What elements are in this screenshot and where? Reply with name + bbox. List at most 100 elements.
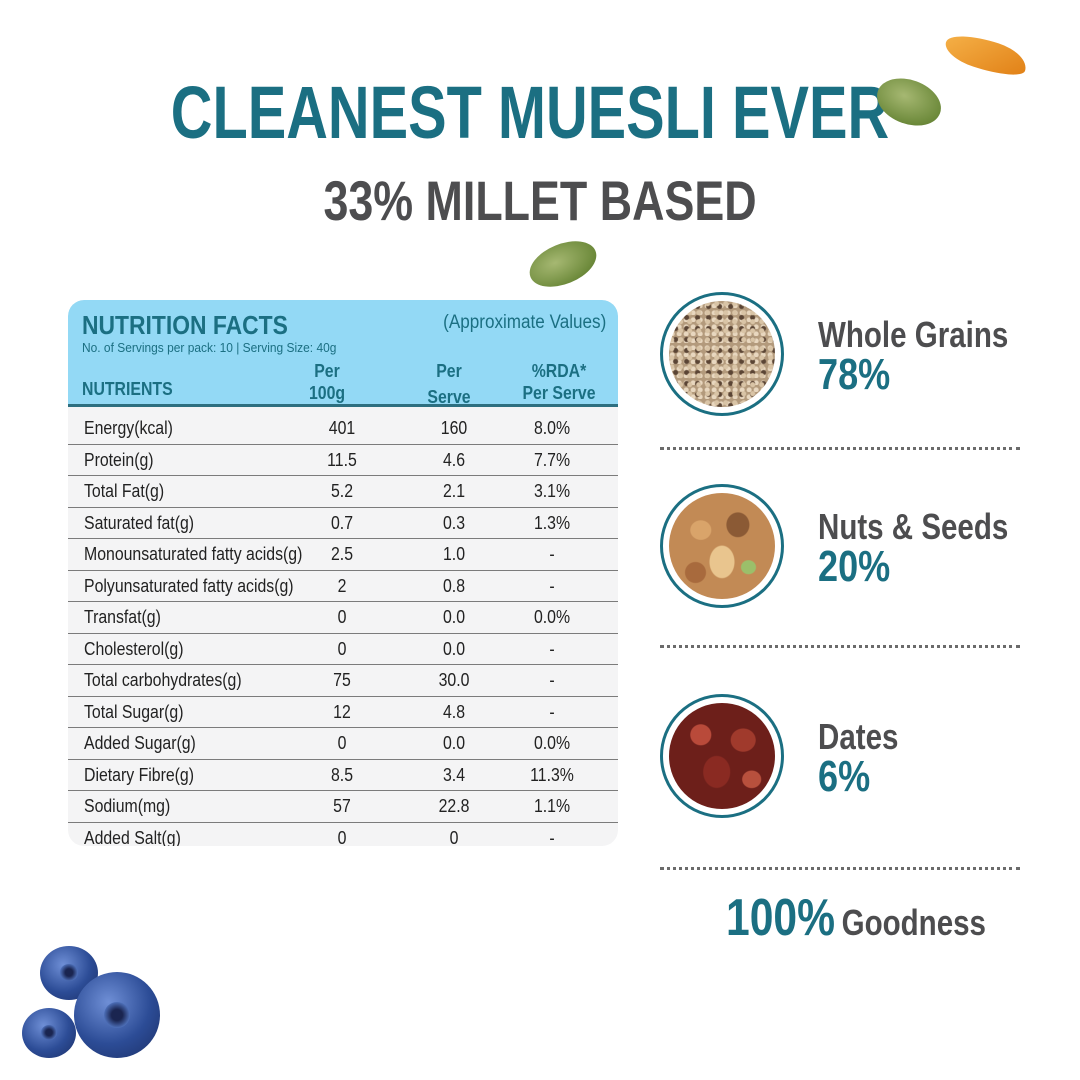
- nutrient-name: Protein(g): [84, 449, 154, 470]
- per-100g-value: 0: [337, 733, 347, 753]
- per-serve-value: 2.1: [442, 481, 466, 501]
- servings-info: No. of Servings per pack: 10 | Serving S…: [82, 340, 337, 355]
- rda-value: 0.0%: [533, 607, 571, 627]
- per-100g-value: 11.5: [327, 449, 357, 470]
- per-100g-value: 0: [337, 607, 347, 627]
- per-100g-value: 8.5: [330, 764, 354, 785]
- per-100g-value: 0: [337, 638, 347, 659]
- per-serve-value: 0.3: [442, 512, 466, 533]
- dates-image: [660, 694, 784, 818]
- per-serve-value: 0.0: [442, 607, 466, 627]
- nutrient-name: Cholesterol(g): [84, 638, 184, 659]
- nutrient-name: Sodium(mg): [84, 796, 171, 816]
- rda-value: 11.3%: [530, 764, 574, 785]
- column-header-per-100g: Per 100g: [308, 361, 346, 403]
- per-100g-value: 5.2: [330, 481, 354, 501]
- rda-value: -: [549, 638, 555, 659]
- table-row: Cholesterol(g) 0 0.0 -: [68, 634, 618, 665]
- nutrition-facts-table: NUTRITION FACTS (Approximate Values) No.…: [68, 300, 618, 846]
- nutrient-name: Transfat(g): [84, 607, 161, 627]
- per-serve-value: 0.8: [442, 575, 466, 596]
- rda-value: 7.7%: [533, 449, 571, 470]
- dotted-divider: [660, 867, 1020, 870]
- per-100g-value: 401: [328, 418, 356, 438]
- nutrient-name: Monounsaturated fatty acids(g): [84, 544, 303, 564]
- table-row: Monounsaturated fatty acids(g) 2.5 1.0 -: [68, 539, 618, 571]
- column-header-nutrients: NUTRIENTS: [82, 379, 173, 399]
- per-serve-value: 160: [440, 418, 468, 438]
- per-100g-value: 0.7: [330, 512, 354, 533]
- per-serve-value: 0.0: [442, 638, 466, 659]
- rda-value: -: [549, 575, 555, 596]
- rda-value: 3.1%: [533, 481, 571, 501]
- blueberry-image: [40, 946, 98, 1000]
- rda-value: 8.0%: [533, 418, 571, 438]
- pumpkin-seed-image: [523, 232, 603, 296]
- nutrient-name: Total carbohydrates(g): [84, 670, 242, 690]
- ingredient-name: Whole Grains: [818, 314, 1009, 355]
- nutrient-name: Added Sugar(g): [84, 733, 196, 753]
- rda-value: -: [549, 701, 555, 722]
- table-row: Sodium(mg) 57 22.8 1.1%: [68, 791, 618, 823]
- nutrient-name: Dietary Fibre(g): [84, 764, 195, 785]
- column-header-rda: %RDA* Per Serve: [522, 361, 596, 403]
- table-row: Energy(kcal) 401 160 8.0%: [68, 413, 618, 445]
- rda-value: 0.0%: [533, 733, 571, 753]
- nutrient-name: Saturated fat(g): [84, 512, 195, 533]
- rda-value: 1.3%: [533, 512, 571, 533]
- per-100g-value: 57: [333, 796, 351, 816]
- ingredient-percent: 20%: [818, 542, 891, 591]
- goodness-percent: 100%: [726, 889, 836, 947]
- main-headline: CLEANEST MUESLI EVER: [170, 71, 890, 154]
- nutrition-rows: Energy(kcal) 401 160 8.0% Protein(g) 11.5 4.6 7…: [68, 413, 618, 846]
- per-serve-value: 4.8: [442, 701, 466, 722]
- apricot-slice-image: [941, 27, 1031, 83]
- per-100g-value: 2: [337, 575, 347, 596]
- ingredient-percent: 6%: [818, 752, 871, 801]
- ingredient-name: Nuts & Seeds: [818, 506, 1009, 547]
- table-row: Saturated fat(g) 0.7 0.3 1.3%: [68, 508, 618, 539]
- table-row: Total Fat(g) 5.2 2.1 3.1%: [68, 476, 618, 508]
- rda-value: -: [549, 544, 555, 564]
- per-serve-value: 22.8: [438, 796, 470, 816]
- nutrition-table-header: NUTRITION FACTS (Approximate Values) No.…: [68, 300, 618, 407]
- per-serve-value: 1.0: [442, 544, 466, 564]
- table-row: Total Sugar(g) 12 4.8 -: [68, 697, 618, 728]
- per-100g-value: 0: [337, 827, 347, 847]
- rda-value: -: [549, 670, 555, 690]
- per-serve-value: 0: [449, 827, 459, 847]
- nutrient-name: Total Sugar(g): [84, 701, 184, 722]
- per-100g-value: 12: [333, 701, 351, 722]
- ingredient-whole-grains: Whole Grains 78%: [660, 292, 1060, 422]
- ingredient-percent: 78%: [818, 350, 891, 399]
- per-100g-value: 75: [333, 670, 351, 690]
- rda-value: -: [549, 827, 555, 847]
- table-row: Protein(g) 11.5 4.6 7.7%: [68, 445, 618, 476]
- nutrient-name: Total Fat(g): [84, 481, 165, 501]
- header-divider: [68, 404, 618, 407]
- table-row: Transfat(g) 0 0.0 0.0%: [68, 602, 618, 634]
- table-row: Added Sugar(g) 0 0.0 0.0%: [68, 728, 618, 760]
- per-serve-value: 0.0: [442, 733, 466, 753]
- nutrient-name: Polyunsaturated fatty acids(g): [84, 575, 294, 596]
- per-100g-value: 2.5: [330, 544, 354, 564]
- sub-headline: 33% MILLET BASED: [323, 169, 757, 232]
- column-header-per-serve: Per Serve: [427, 361, 471, 407]
- rda-value: 1.1%: [533, 796, 571, 816]
- dotted-divider: [660, 447, 1020, 450]
- ingredient-name: Dates: [818, 716, 899, 757]
- table-row: Dietary Fibre(g) 8.5 3.4 11.3%: [68, 760, 618, 791]
- per-serve-value: 4.6: [442, 449, 466, 470]
- whole-grains-image: [660, 292, 784, 416]
- nutrient-name: Added Salt(g): [84, 827, 181, 847]
- blueberry-image: [74, 972, 160, 1058]
- approximate-values-label: (Approximate Values): [442, 312, 606, 333]
- per-serve-value: 30.0: [438, 670, 470, 690]
- table-row: Total carbohydrates(g) 75 30.0 -: [68, 665, 618, 697]
- ingredient-dates: Dates 6%: [660, 694, 1060, 824]
- nutrition-facts-title: NUTRITION FACTS: [82, 310, 288, 340]
- per-serve-value: 3.4: [442, 764, 466, 785]
- ingredient-nuts-seeds: Nuts & Seeds 20%: [660, 484, 1060, 614]
- table-row: Added Salt(g) 0 0 -: [68, 823, 618, 847]
- nutrient-name: Energy(kcal): [84, 418, 173, 438]
